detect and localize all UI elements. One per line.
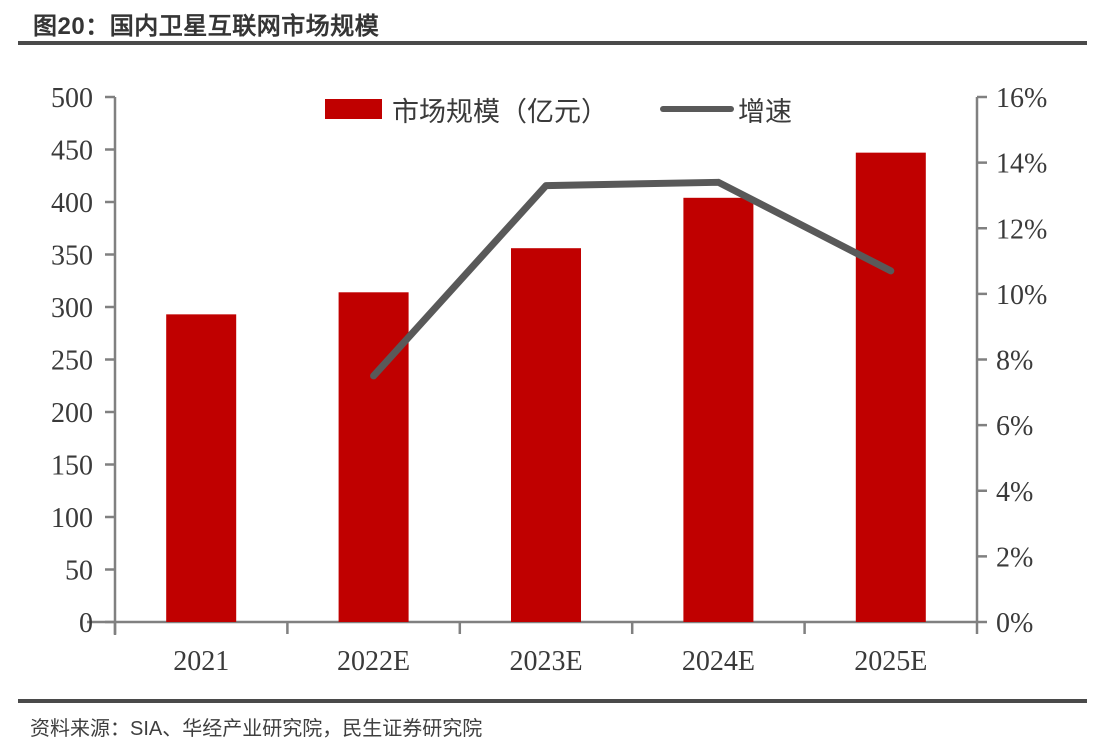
category-label: 2021: [173, 646, 229, 677]
category-label: 2024E: [682, 646, 755, 677]
bar-2024E: [683, 197, 754, 623]
right-axis-tick-label: 14%: [996, 149, 1047, 180]
legend-line-label: 增速: [738, 97, 792, 128]
category-label: 2022E: [337, 646, 410, 677]
right-axis-tick-label: 10%: [996, 280, 1047, 311]
bar-series: [166, 152, 926, 623]
left-axis-tick-label: 350: [51, 241, 93, 272]
left-axis-tick-label: 400: [51, 188, 93, 219]
title-underline: [18, 41, 1087, 45]
left-axis-tick-label: 50: [65, 556, 93, 587]
footer-divider: [18, 699, 1087, 703]
right-axis-tick-label: 6%: [996, 411, 1033, 442]
right-axis-tick-label: 4%: [996, 477, 1033, 508]
right-axis-tick-label: 12%: [996, 214, 1047, 245]
left-axis-tick-label: 450: [51, 136, 93, 167]
left-axis-tick-label: 250: [51, 346, 93, 377]
left-axis-tick-label: 500: [51, 83, 93, 114]
figure-title: 图20：国内卫星互联网市场规模: [33, 13, 380, 40]
right-axis-tick-label: 8%: [996, 346, 1033, 377]
left-axis-tick-label: 0: [79, 608, 93, 639]
left-axis-tick-label: 200: [51, 398, 93, 429]
source-note: 资料来源：SIA、华经产业研究院，民生证券研究院: [30, 718, 483, 740]
legend-bar-label: 市场规模（亿元）: [392, 97, 608, 128]
right-axis-tick-label: 16%: [996, 83, 1047, 114]
bar-2022E: [338, 292, 409, 622]
axis-labels: 0 50 100 150 200 250 300 350 400 450 500 0% 2% 4% 6% 8%…: [51, 83, 1047, 677]
left-axis-tick-label: 150: [51, 451, 93, 482]
right-axis-tick-label: 2%: [996, 542, 1033, 573]
bar-2021: [166, 314, 237, 622]
category-label: 2023E: [509, 646, 582, 677]
left-axis-tick-label: 300: [51, 293, 93, 324]
category-label: 2025E: [854, 646, 927, 677]
line-series: [370, 178, 895, 380]
growth-rate-line: [370, 178, 895, 380]
bar-2025E: [855, 152, 926, 622]
legend: 市场规模（亿元） 增速: [325, 97, 792, 128]
bar-2023E: [511, 248, 581, 622]
right-axis-tick-label: 0%: [996, 608, 1033, 639]
legend-bar-swatch: [325, 99, 382, 119]
left-axis-tick-label: 100: [51, 503, 93, 534]
